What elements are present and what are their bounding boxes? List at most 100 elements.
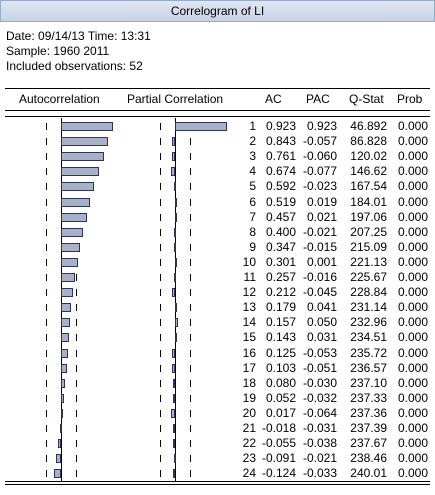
prob-value: 0.000 (397, 119, 428, 133)
pac-confidence-marker (190, 213, 191, 221)
autocorrelation-header: Autocorrelation (19, 92, 100, 106)
pac-confidence-marker (160, 394, 161, 402)
lag-number: 24 (242, 466, 256, 481)
prob-header: Prob (397, 92, 423, 106)
ac-confidence-marker (46, 138, 47, 146)
qstat-value: 240.01 (350, 466, 387, 481)
header-top-rule (5, 88, 430, 89)
qstat-value: 197.06 (350, 209, 387, 224)
date-time-line: Date: 09/14/13 Time: 13:31 (6, 29, 151, 43)
ac-value: 0.347 (265, 239, 296, 254)
ac-confidence-marker (76, 440, 77, 448)
pac-confidence-marker (190, 440, 191, 448)
ac-bar (61, 122, 113, 131)
ac-confidence-marker (76, 455, 77, 463)
ac-confidence-marker (46, 440, 47, 448)
prob-value: 0.000 (397, 224, 428, 239)
pac-value: -0.021 (302, 224, 337, 239)
pac-confidence-marker (160, 409, 161, 417)
ac-bar (61, 378, 65, 388)
ac-value: 0.212 (265, 285, 296, 300)
pac-header: PAC (306, 92, 330, 106)
ac-value: 0.179 (265, 300, 296, 315)
pac-confidence-marker (160, 289, 161, 297)
lag-number: 8 (249, 224, 256, 239)
pac-confidence-marker (160, 153, 161, 161)
pac-bar (174, 242, 176, 252)
lag-number: 20 (242, 405, 256, 420)
qstat-value: 228.84 (350, 285, 387, 300)
ac-confidence-marker (46, 394, 47, 402)
pac-bar (172, 137, 175, 147)
pac-bar (174, 454, 176, 464)
lag-number: 15 (242, 330, 256, 345)
pac-confidence-marker (190, 425, 191, 432)
sample-line: Sample: 1960 2011 (6, 44, 110, 58)
pac-bar (173, 378, 175, 388)
pac-bar (174, 273, 176, 282)
prob-value: 0.000 (397, 315, 428, 330)
ac-value: 0.017 (265, 405, 296, 420)
pac-bar (175, 318, 178, 328)
ac-value: -0.091 (261, 451, 296, 466)
pac-confidence-marker (190, 379, 191, 387)
ac-confidence-marker (46, 470, 47, 478)
lag-number: 14 (242, 315, 256, 330)
header-bottom-rule-2 (5, 116, 430, 117)
pac-value: 0.031 (306, 330, 337, 345)
pac-value: -0.077 (302, 164, 337, 179)
ac-confidence-marker (76, 364, 77, 372)
pac-confidence-marker (190, 153, 191, 161)
ac-bar (61, 137, 108, 147)
ac-bar (61, 212, 87, 222)
ac-confidence-marker (76, 425, 77, 432)
prob-value: 0.000 (397, 134, 428, 149)
lag-number: 10 (242, 254, 256, 269)
ac-confidence-marker (46, 425, 47, 432)
qstat-value: 221.13 (350, 254, 387, 269)
lag-number: 1 (249, 119, 256, 133)
pac-confidence-marker (190, 364, 191, 372)
ac-value: 0.519 (265, 194, 296, 209)
ac-confidence-marker (46, 349, 47, 357)
ac-confidence-marker (46, 228, 47, 236)
pac-confidence-marker (190, 409, 191, 417)
ac-bar (61, 242, 80, 252)
pac-bar (172, 152, 175, 162)
window-titlebar[interactable]: Correlogram of LI (0, 0, 435, 22)
pac-value: -0.021 (302, 451, 337, 466)
table-bottom-rule-2 (5, 484, 430, 485)
prob-value: 0.000 (397, 179, 428, 194)
lag-number: 5 (249, 179, 256, 194)
ac-confidence-marker (46, 168, 47, 176)
ac-confidence-marker (76, 304, 77, 312)
output-info: Date: 09/14/13 Time: 13:31 Sample: 1960 … (6, 29, 151, 74)
lag-number: 3 (249, 149, 256, 164)
pac-confidence-marker (160, 138, 161, 146)
qstat-value: 235.72 (350, 345, 387, 360)
pac-confidence-marker (190, 304, 191, 312)
ac-value: -0.124 (261, 466, 296, 481)
pac-confidence-marker (160, 198, 161, 206)
pac-confidence-marker (160, 228, 161, 236)
pac-confidence-marker (160, 168, 161, 176)
pac-confidence-marker (190, 349, 191, 357)
ac-bar (54, 469, 61, 479)
qstat-value: 237.33 (350, 390, 387, 405)
ac-bar (61, 273, 75, 282)
qstat-value: 231.14 (350, 300, 387, 315)
pac-value: -0.064 (302, 405, 337, 420)
lag-number: 18 (242, 375, 256, 390)
ac-value: 0.761 (265, 149, 296, 164)
qstat-value: 237.67 (350, 436, 387, 451)
ac-confidence-marker (76, 289, 77, 297)
ac-value: 0.080 (265, 375, 296, 390)
prob-value: 0.000 (397, 421, 428, 435)
pac-confidence-marker (190, 394, 191, 402)
pac-confidence-marker (160, 183, 161, 191)
ac-axis (61, 118, 62, 483)
prob-value: 0.000 (397, 451, 428, 466)
qstat-value: 167.54 (350, 179, 387, 194)
ac-value: 0.157 (265, 315, 296, 330)
ac-bar (61, 257, 78, 267)
